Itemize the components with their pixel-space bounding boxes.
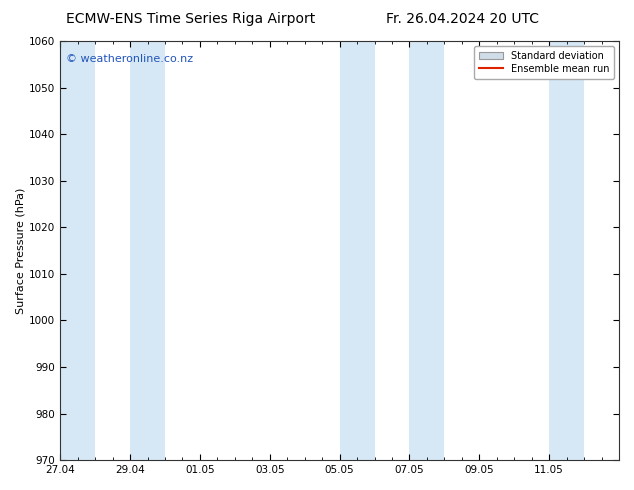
Y-axis label: Surface Pressure (hPa): Surface Pressure (hPa) bbox=[15, 187, 25, 314]
Bar bbox=[130, 41, 165, 460]
Text: ECMW-ENS Time Series Riga Airport: ECMW-ENS Time Series Riga Airport bbox=[65, 12, 315, 26]
Bar bbox=[340, 41, 375, 460]
Bar bbox=[549, 41, 584, 460]
Legend: Standard deviation, Ensemble mean run: Standard deviation, Ensemble mean run bbox=[474, 46, 614, 78]
Text: © weatheronline.co.nz: © weatheronline.co.nz bbox=[66, 53, 193, 64]
Text: Fr. 26.04.2024 20 UTC: Fr. 26.04.2024 20 UTC bbox=[386, 12, 540, 26]
Bar bbox=[410, 41, 444, 460]
Bar bbox=[60, 41, 95, 460]
